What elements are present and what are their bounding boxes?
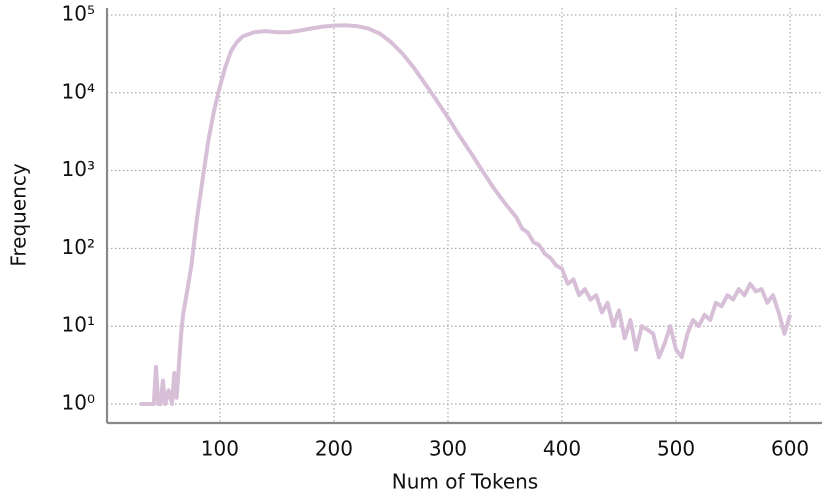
- x-axis-label: Num of Tokens: [392, 470, 538, 494]
- x-tick-label: 200: [315, 437, 353, 461]
- y-tick-label: 10²: [62, 235, 95, 259]
- y-axis-label: Frequency: [7, 163, 31, 266]
- x-tick-label: 100: [201, 437, 239, 461]
- y-tick-label: 10¹: [62, 313, 95, 337]
- x-tick-label: 300: [429, 437, 467, 461]
- y-tick-label: 10⁵: [62, 1, 95, 25]
- x-tick-label: 500: [657, 437, 695, 461]
- line-series: [140, 23, 793, 406]
- y-tick-label: 10³: [62, 157, 95, 181]
- x-tick-label: 400: [543, 437, 581, 461]
- y-tick-label: 10⁴: [62, 79, 95, 103]
- x-tick-label: 600: [771, 437, 809, 461]
- y-tick-label: 10⁰: [62, 391, 95, 415]
